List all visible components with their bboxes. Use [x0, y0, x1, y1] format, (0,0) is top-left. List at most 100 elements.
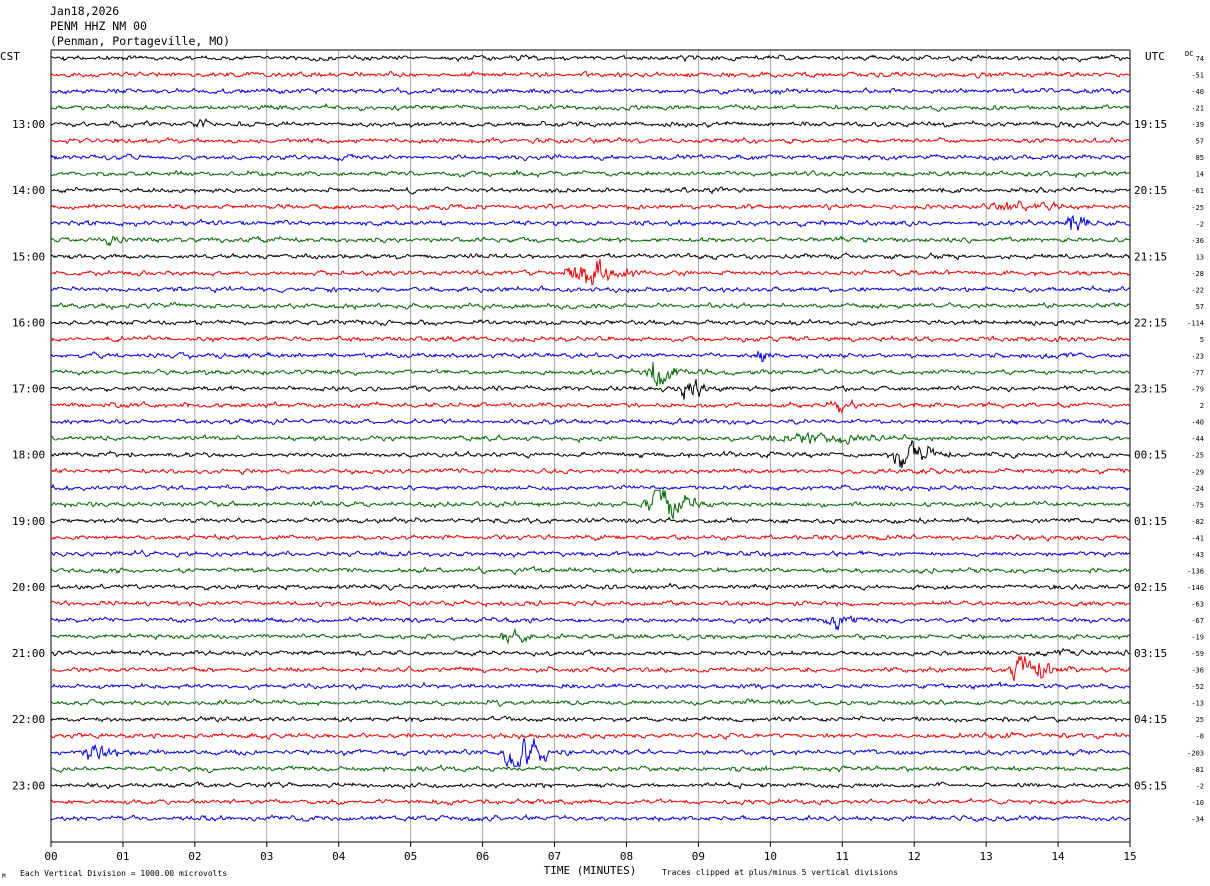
trace-line [50, 489, 1131, 521]
trace-line [50, 647, 1131, 658]
x-tick-label: 12 [908, 850, 921, 863]
dc-offset-value: -43 [1191, 551, 1204, 559]
dc-offset-value: -51 [1191, 72, 1204, 80]
trace-line [50, 102, 1131, 112]
left-hour-label: 16:00 [12, 316, 45, 329]
x-tick-label: 15 [1123, 850, 1136, 863]
trace-line [50, 738, 1131, 768]
trace-line [50, 258, 1131, 286]
trace-line [50, 186, 1131, 195]
x-tick-label: 05 [404, 850, 417, 863]
right-hour-label: 19:15 [1134, 118, 1167, 131]
trace-line [50, 781, 1131, 790]
dc-offset-value: -203 [1187, 749, 1204, 757]
dc-offset-value: -2 [1196, 782, 1204, 790]
trace-line [50, 169, 1131, 179]
x-tick-label: 11 [836, 850, 849, 863]
dc-offset-value: -24 [1191, 485, 1204, 493]
x-tick-label: 09 [692, 850, 705, 863]
trace-line [50, 681, 1131, 691]
dc-offset-value: -67 [1191, 617, 1204, 625]
trace-line [50, 599, 1131, 608]
date-label: Jan18,2026 [50, 4, 120, 18]
dc-offset-value: -36 [1191, 667, 1204, 675]
trace-line [50, 417, 1130, 426]
dc-offset-value: -63 [1191, 600, 1204, 608]
left-hour-label: 22:00 [12, 713, 45, 726]
right-hour-label: 02:15 [1134, 581, 1167, 594]
right-hour-label: 23:15 [1134, 383, 1167, 396]
right-hour-label: 00:15 [1134, 449, 1167, 462]
left-hour-label: 17:00 [12, 383, 45, 396]
x-tick-label: 07 [548, 850, 561, 863]
trace-line [50, 349, 1131, 363]
dc-offset-value: -36 [1191, 237, 1204, 245]
station-label: PENM HHZ NM 00 [50, 19, 147, 33]
dc-offset-value: -136 [1187, 567, 1204, 575]
right-timezone-label: UTC [1145, 50, 1165, 63]
right-hour-label: 20:15 [1134, 184, 1167, 197]
trace-line [51, 86, 1131, 96]
dc-offset-value: -61 [1191, 187, 1204, 195]
trace-line [50, 284, 1131, 294]
left-hour-label: 15:00 [12, 250, 45, 263]
x-tick-label: 08 [620, 850, 633, 863]
dc-offset-value: -21 [1191, 105, 1204, 113]
trace-line [50, 698, 1131, 708]
trace-line [50, 334, 1131, 343]
dc-offset-value: 74 [1196, 55, 1204, 63]
dc-offset-value: 14 [1196, 171, 1204, 179]
right-hour-label: 22:15 [1134, 316, 1167, 329]
trace-line [50, 654, 1131, 682]
dc-offset-value: -59 [1191, 650, 1204, 658]
dc-offset-value: -13 [1191, 700, 1204, 708]
right-hour-label: 05:15 [1134, 779, 1167, 792]
left-hour-label: 14:00 [12, 184, 45, 197]
x-tick-label: 10 [764, 850, 777, 863]
trace-lines [50, 54, 1131, 823]
left-timezone-label: CST [0, 50, 20, 63]
trace-line [50, 439, 1131, 469]
dc-offset-value: -39 [1191, 121, 1204, 129]
trace-line [50, 252, 1131, 261]
trace-line [50, 214, 1131, 231]
dc-offset-value: 5 [1200, 336, 1204, 344]
trace-line [50, 54, 1131, 63]
dc-offset-value: -22 [1191, 286, 1204, 294]
dc-offset-value: -81 [1191, 766, 1204, 774]
trace-line [50, 582, 1131, 592]
x-tick-label: 00 [44, 850, 57, 863]
location-label: (Penman, Portageville, MO) [50, 34, 231, 48]
trace-line [50, 379, 1131, 400]
trace-line [50, 136, 1131, 145]
trace-line [50, 797, 1131, 806]
left-hour-label: 18:00 [12, 449, 45, 462]
dc-header-label: DC [1185, 50, 1193, 58]
minute-gridlines [50, 49, 1131, 843]
dc-offset-value: -2 [1196, 220, 1204, 228]
dc-offset-value: -25 [1191, 204, 1204, 212]
x-tick-label: 06 [476, 850, 489, 863]
dc-offset-value: -28 [1191, 270, 1204, 278]
trace-line [50, 70, 1131, 79]
trace-line [50, 731, 1131, 741]
x-tick-label: 14 [1051, 850, 1065, 863]
dc-offset-value: 85 [1196, 154, 1204, 162]
dc-offset-value: -79 [1191, 386, 1204, 394]
dc-offset-value: -25 [1191, 452, 1204, 460]
dc-offset-value: -23 [1191, 353, 1204, 361]
dc-offset-value: 2 [1200, 402, 1204, 410]
dc-offset-labels: 74-51-40-21-39578514-61-25-2-3613-28-225… [1187, 55, 1204, 823]
trace-line [50, 301, 1131, 311]
dc-offset-value: -10 [1191, 799, 1204, 807]
right-hour-label: 04:15 [1134, 713, 1167, 726]
trace-line [50, 318, 1131, 327]
dc-offset-value: -44 [1191, 435, 1204, 443]
corner-mark: M [2, 873, 6, 880]
x-axis-ticks: 00 01 02 03 04 05 06 07 08 09 10 11 12 13 14 15 [44, 842, 1137, 863]
trace-line [50, 565, 1131, 576]
dc-offset-value: 57 [1196, 303, 1204, 311]
dc-offset-value: -41 [1191, 534, 1204, 542]
trace-line [50, 117, 1131, 129]
